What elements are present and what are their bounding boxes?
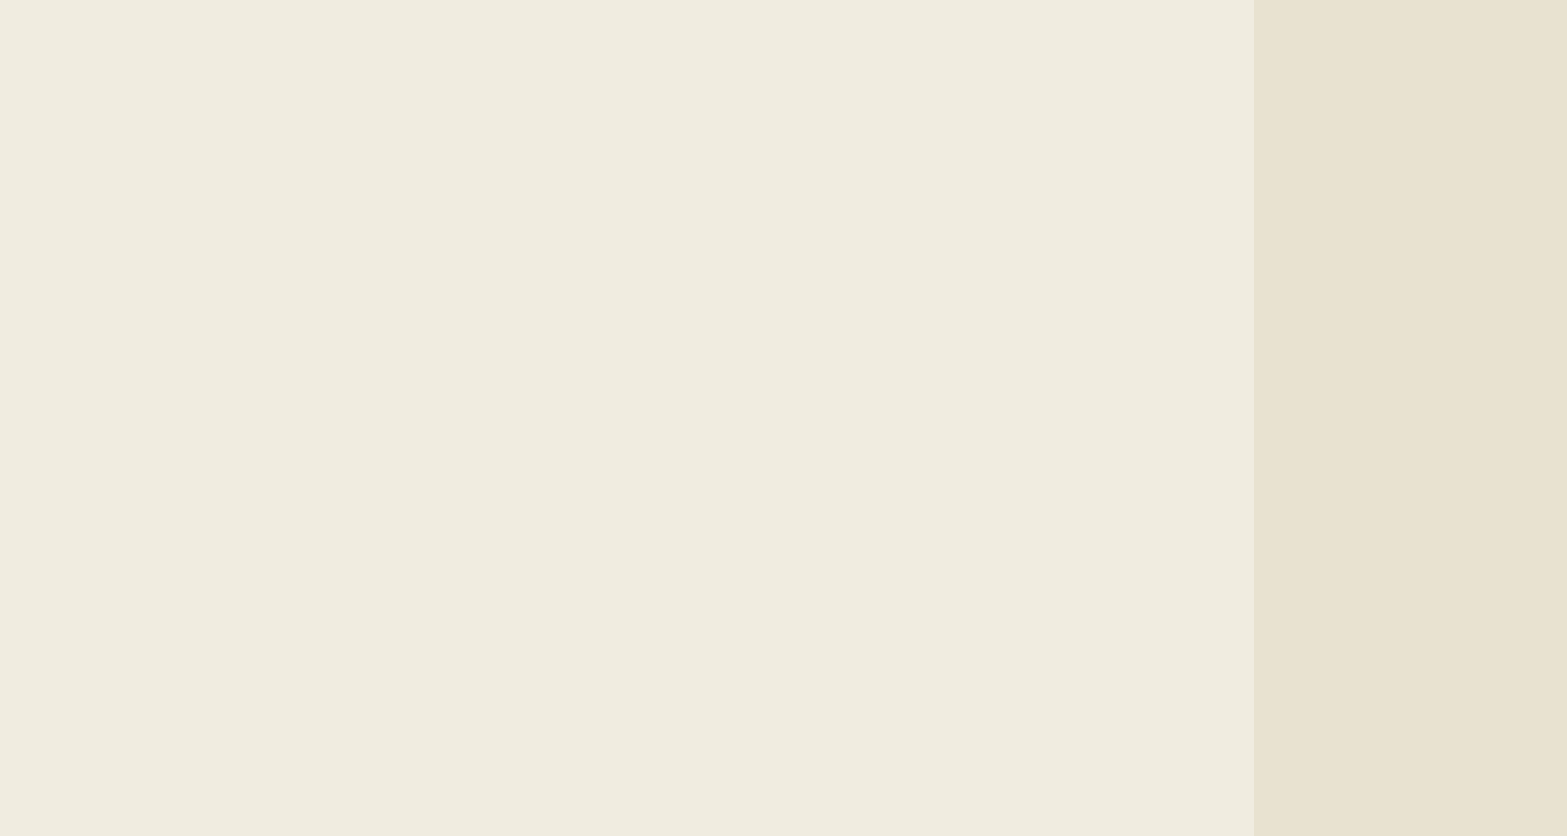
Text: iii. EM waves may be absorbed or transmitted.: iii. EM waves may be absorbed or transmi… — [47, 764, 475, 782]
Text: i. EM waves may disappear.: i. EM waves may disappear. — [47, 701, 301, 719]
Text: A. Infrared              B. Microwaves              C. Radio waves              : A. Infrared B. Microwaves C. Radio waves — [47, 415, 831, 433]
Text: 5: 5 — [160, 597, 168, 610]
Text: correct: correct — [509, 33, 583, 52]
Text: III. Sound energy is co: III. Sound energy is co — [1351, 92, 1363, 244]
Text: 29. A television is usin: 29. A television is usin — [1351, 378, 1363, 528]
Text: IV. Receiver antenna r: IV. Receiver antenna r — [1351, 152, 1363, 301]
Text: The visual aspect o: The visual aspect o — [1351, 457, 1363, 585]
Text: 16. A vibrating electric field creates a vibrating magnetic field. How do the tw: 16. A vibrating electric field creates a… — [16, 446, 917, 465]
Text: A. 3 x 10: A. 3 x 10 — [47, 605, 128, 624]
Text: 15. Electromagnetic waves have multiple applications in our everyday lives and m: 15. Electromagnetic waves have multiple … — [16, 319, 881, 338]
Text: C. 3 x 10⁷m/s: C. 3 x 10⁷m/s — [556, 605, 677, 624]
FancyBboxPatch shape — [0, 0, 1301, 836]
Text: time of pandemic utilizes what type of EM waves?: time of pandemic utilizes what type of E… — [16, 383, 475, 401]
Text: C. i and iii: C. i and iii — [611, 796, 705, 814]
Text: communication: communication — [1351, 0, 1363, 74]
Text: 14. Transmission of Electromagnetic wave signals is strongest when the orientati: 14. Transmission of Electromagnetic wave… — [16, 224, 1147, 242]
Text: ectrical energy is: ectrical energy is — [1351, 14, 1363, 130]
Text: V. The electrical energ: V. The electrical energ — [1351, 207, 1363, 358]
Text: D. B and E are moving at different directions.: D. B and E are moving at different direc… — [47, 192, 465, 211]
Text: each other?: each other? — [16, 478, 124, 497]
Text: matter?: matter? — [16, 669, 86, 687]
Text: 18. Which of the following statements is/are correct when electromagnetic waves : 18. Which of the following statements is… — [16, 637, 888, 655]
Text: A. back and forth            B. circular            C. parallel            D. pe: A. back and forth B. circular C. paralle… — [47, 510, 758, 528]
Text: A. B and E are at rest.: A. B and E are at rest. — [47, 97, 251, 115]
Text: ch of the follo: ch of the follo — [1351, 0, 1363, 17]
Text: I, II, III, IV, V: I, II, III, IV, V — [1351, 327, 1363, 415]
Text: about the direction of Electric fie: about the direction of Electric fie — [592, 33, 903, 52]
Text: D. i, ii and iii: D. i, ii and iii — [909, 796, 1026, 814]
Text: The sound portion o: The sound portion o — [1351, 508, 1363, 642]
Text: D. 3 x 10⁸m/s: D. 3 x 10⁸m/s — [815, 605, 935, 624]
Text: magnetic field (B in the propagation of EM waves?: magnetic field (B in the propagation of … — [16, 65, 480, 84]
Text: B. both A and B: B. both A and B — [1351, 594, 1363, 699]
Text: B. 3 x 10⁶m/s: B. 3 x 10⁶m/s — [282, 605, 403, 624]
Text: B. ii and iii: B. ii and iii — [298, 796, 398, 814]
Text: 17. Electromagnetic waves can travel with or without a medium. It can propagate: 17. Electromagnetic waves can travel wit… — [16, 542, 766, 560]
FancyBboxPatch shape — [1254, 0, 1567, 836]
Text: through a vacuum. What is the speed of EM waves in a vacuum?: through a vacuum. What is the speed of E… — [16, 573, 606, 592]
Text: 13Which of the following statements below is: 13Which of the following statements belo… — [16, 33, 439, 52]
Text: B. B and E are parallel to each other.: B. B and E are parallel to each other. — [47, 129, 387, 147]
Text: C. B and E are perpendicular to each other.: C. B and E are perpendicular to each oth… — [47, 161, 445, 179]
Text: m/s: m/s — [176, 605, 208, 624]
Text: A. I, II, III, IV, V: A. I, II, III, IV, V — [1351, 365, 1363, 472]
Text: involve technology. Communication using digital platforms used in distance learn: involve technology. Communication using … — [16, 351, 928, 370]
Text: A. Reflection                B. Refraction                C. Interference       : A. Reflection B. Refraction C. Interfere… — [47, 288, 835, 306]
Text: matches. Which of the following properties of EM waves is useful for the efficie: matches. Which of the following properti… — [16, 256, 1028, 274]
Text: ii. EM waves may reflect, refract or diffract.: ii. EM waves may reflect, refract or dif… — [47, 732, 451, 751]
Text: A. i and ii: A. i and ii — [47, 796, 135, 814]
Text: Modulated signal is: Modulated signal is — [1351, 56, 1363, 187]
